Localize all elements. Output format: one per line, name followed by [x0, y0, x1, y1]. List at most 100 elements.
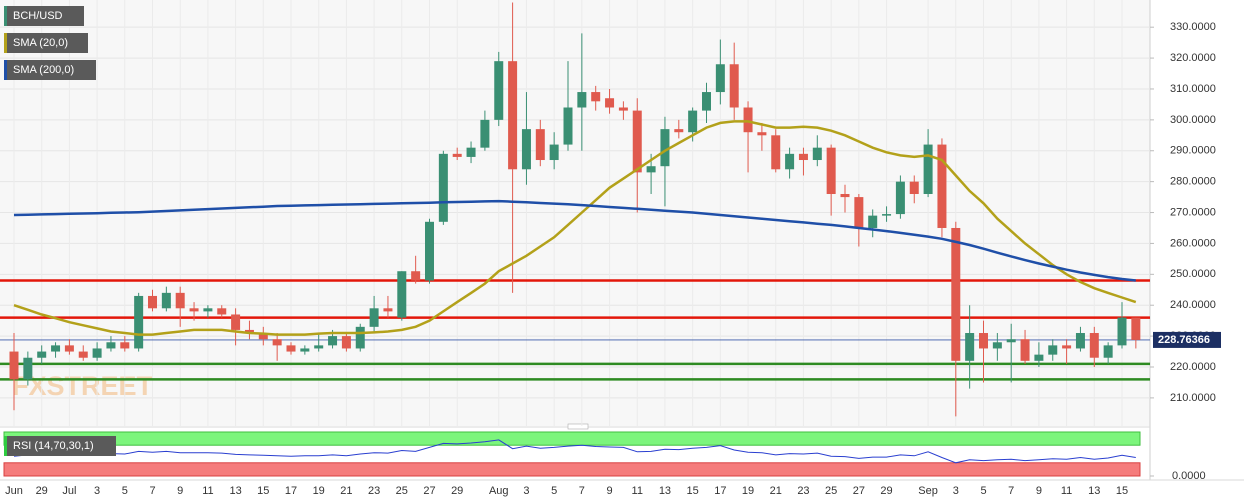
rsi-tick-label: 0.0000 [1172, 470, 1206, 482]
x-tick-label: 21 [340, 485, 352, 497]
x-tick-label: 23 [368, 485, 380, 497]
candle-body [715, 64, 725, 93]
candle-body [300, 348, 310, 352]
candle-body [494, 61, 504, 120]
candle-body [660, 129, 670, 167]
candle-body [120, 342, 130, 349]
candle-body [646, 166, 656, 173]
x-tick-label: 9 [606, 485, 612, 497]
candle-body [577, 92, 587, 108]
x-tick-label: 3 [523, 485, 529, 497]
candle-body [23, 357, 33, 380]
candle-body [355, 326, 365, 349]
x-tick-label: 15 [257, 485, 269, 497]
candle-body [895, 181, 905, 215]
x-tick-label: 7 [149, 485, 155, 497]
x-tick-label: 27 [423, 485, 435, 497]
candle-body [1117, 317, 1127, 346]
legend-box [4, 60, 96, 80]
candle-body [1131, 317, 1141, 340]
watermark: FXSTREET [12, 371, 154, 401]
candle-body [175, 292, 185, 309]
candle-body [411, 271, 421, 281]
candle-body [466, 147, 476, 157]
x-tick-label: Jul [62, 485, 76, 497]
candle-body [148, 295, 157, 309]
candle-body [369, 308, 379, 327]
candle-body [812, 147, 822, 161]
rsi-legend-box [4, 436, 116, 456]
x-tick-label: 9 [177, 485, 183, 497]
y-tick-label: 240.0000 [1170, 299, 1216, 311]
x-tick-label: 25 [825, 485, 837, 497]
x-tick-label: 15 [687, 485, 699, 497]
x-tick-label: 17 [285, 485, 297, 497]
last-price-label: 228.76366 [1158, 334, 1210, 346]
x-tick-label: 27 [853, 485, 865, 497]
x-tick-label: 9 [1036, 485, 1042, 497]
y-tick-label: 270.0000 [1170, 206, 1216, 218]
candle-body [702, 92, 711, 111]
x-tick-label: 13 [229, 485, 241, 497]
candle-body [563, 107, 573, 145]
candle-body [979, 333, 988, 349]
y-tick-label: 250.0000 [1170, 268, 1216, 280]
candle-body [771, 135, 781, 170]
rsi-overbought-band [3, 431, 1141, 446]
x-tick-label: 5 [122, 485, 128, 497]
candle-body [51, 345, 61, 352]
candle-body [632, 110, 642, 173]
candle-body [923, 144, 933, 195]
candle-body [1062, 345, 1072, 349]
legend-box [4, 33, 88, 53]
x-tick-label: 17 [714, 485, 726, 497]
y-tick-label: 210.0000 [1170, 392, 1216, 404]
candle-body [64, 345, 74, 352]
rsi-legend-label: RSI (14,70,30,1) [13, 440, 94, 452]
legend-label: BCH/USD [13, 10, 63, 22]
candle-body [92, 348, 102, 358]
y-tick-label: 290.0000 [1170, 145, 1216, 157]
candle-body [217, 308, 227, 315]
candle-body [9, 351, 19, 380]
candle-body [868, 215, 878, 228]
x-tick-label: 11 [1061, 485, 1072, 497]
legend-label: SMA (200,0) [13, 64, 74, 76]
candle-body [328, 336, 338, 346]
x-tick-label: 11 [202, 485, 213, 497]
rsi-legend-swatch [4, 436, 7, 456]
candle-body [605, 98, 615, 108]
x-tick-label: 3 [953, 485, 959, 497]
candle-body [1075, 333, 1085, 349]
candle-body [937, 144, 947, 228]
y-tick-label: 220.0000 [1170, 361, 1216, 373]
candle-body [286, 345, 296, 352]
candle-body [1089, 333, 1099, 358]
candle-body [231, 314, 241, 330]
candle-body [1103, 345, 1113, 358]
candle-body [535, 129, 545, 161]
x-tick-label: 5 [551, 485, 557, 497]
x-tick-label: Aug [489, 485, 509, 497]
y-tick-label: 280.0000 [1170, 176, 1216, 188]
panel-handle[interactable] [567, 423, 589, 430]
sma-line [13, 199, 1136, 282]
x-tick-label: 13 [1088, 485, 1100, 497]
x-tick-label: 7 [1008, 485, 1014, 497]
x-tick-label: 19 [742, 485, 754, 497]
x-tick-label: 29 [36, 485, 48, 497]
candle-body [244, 329, 254, 334]
candle-body [78, 351, 88, 358]
candle-body [508, 61, 518, 170]
candle-body [397, 271, 407, 318]
candle-body [757, 132, 767, 136]
rsi-oversold-band [3, 462, 1141, 477]
rsi-line [13, 439, 1136, 464]
legend-box [4, 6, 84, 26]
x-tick-label: 5 [980, 485, 986, 497]
candle-body [743, 107, 753, 133]
x-tick-label: 7 [579, 485, 585, 497]
legend-swatch [4, 33, 7, 53]
candle-body [1048, 345, 1058, 355]
candle-body [161, 292, 171, 309]
